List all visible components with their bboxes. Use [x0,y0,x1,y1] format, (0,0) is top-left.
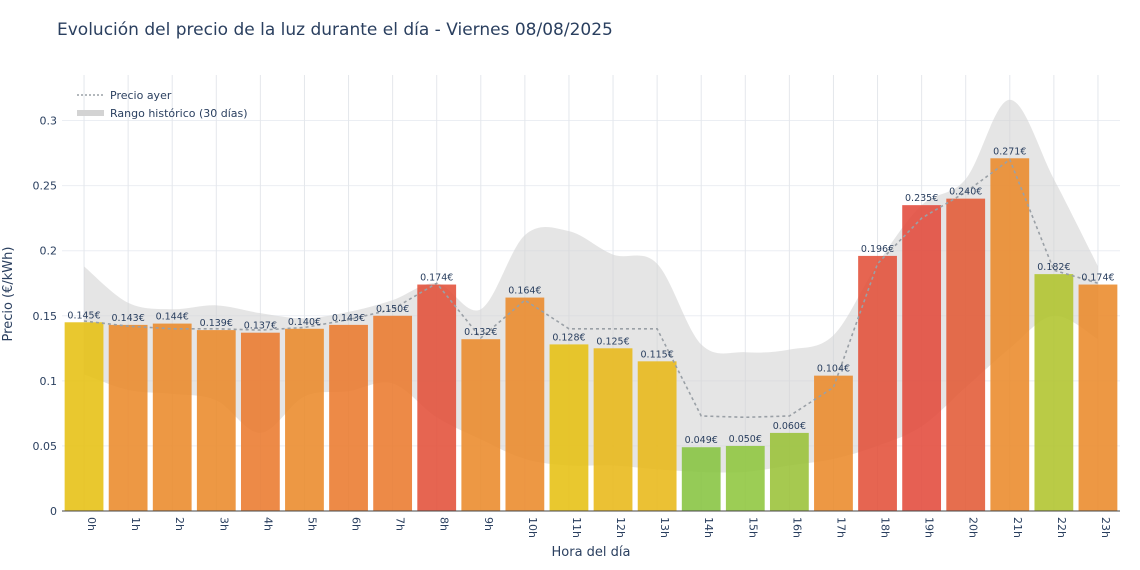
bar-18h[interactable] [858,255,897,511]
legend-yesterday-label: Precio ayer [110,89,172,102]
bar-label-23h: 0.174€ [1081,273,1114,284]
bar-16h[interactable] [769,432,809,511]
bar-2h[interactable] [152,323,192,511]
x-tick-label-17: 17h [834,517,847,538]
yesterday-price-line [83,158,1099,419]
x-tick-label-16: 16h [790,517,803,538]
bar-label-5h: 0.140€ [288,317,321,328]
bar-label-6h: 0.143€ [332,313,365,324]
y-axis: 0 0.05 0.1 0.15 0.2 0.25 0.3 [33,115,1120,518]
bar-label-1h: 0.143€ [112,313,145,324]
bar-17h[interactable] [814,375,853,511]
bar-20h[interactable] [946,198,986,511]
x-tick-label-3: 3h [217,517,230,531]
x-tick-label-0: 0h [85,517,98,531]
x-tick-label-23: 23h [1099,517,1112,538]
x-tick-label-20: 20h [967,517,980,538]
x-tick-label-19: 19h [923,517,936,538]
historical-range-layer [84,99,1098,473]
x-tick-label-5: 5h [305,517,318,531]
bar-12h[interactable] [593,348,633,511]
bar-label-22h: 0.182€ [1037,262,1070,273]
bar-label-17h: 0.104€ [817,364,850,375]
bar-23h[interactable] [1078,284,1118,511]
chart-title: Evolución del precio de la luz durante e… [57,20,613,40]
x-tick-label-21: 21h [1011,517,1024,538]
bar-13h[interactable] [637,361,677,511]
bar-label-10h: 0.164€ [508,286,541,297]
bar-label-11h: 0.128€ [552,332,585,343]
x-tick-label-6: 6h [350,517,363,531]
bar-label-12h: 0.125€ [596,336,629,347]
bar-label-19h: 0.235€ [905,193,938,204]
bar-19h[interactable] [902,205,942,512]
x-tick-label-1: 1h [129,517,142,531]
bar-6h[interactable] [329,324,368,511]
bar-10h[interactable] [505,297,545,511]
yesterday-price-layer [83,158,1099,419]
bar-label-16h: 0.060€ [773,421,806,432]
x-tick-label-11: 11h [570,517,583,538]
x-tick-label-9: 9h [482,517,495,531]
bar-label-7h: 0.150€ [376,304,409,315]
x-tick-label-12: 12h [614,517,627,538]
y-tick-label-5: 0.25 [33,180,58,193]
x-tick-label-13: 13h [658,517,671,538]
bar-label-0h: 0.145€ [67,310,100,321]
bar-0h[interactable] [64,322,104,511]
y-tick-label-4: 0.2 [40,245,58,258]
x-tick-label-7: 7h [394,517,407,531]
bar-label-9h: 0.132€ [464,327,497,338]
bar-8h[interactable] [417,284,457,511]
x-tick-label-15: 15h [746,517,759,538]
bar-1h[interactable] [108,324,148,511]
legend[interactable]: Precio ayer Rango histórico (30 días) [77,89,248,120]
bar-7h[interactable] [373,315,413,511]
bar-label-20h: 0.240€ [949,187,982,198]
bar-label-3h: 0.139€ [200,318,233,329]
bar-label-18h: 0.196€ [861,244,894,255]
bar-15h[interactable] [725,445,765,511]
historical-range-band [84,99,1098,473]
y-axis-title: Precio (€/kWh) [1,247,16,342]
bars-layer [64,158,1118,512]
bar-label-13h: 0.115€ [641,349,674,360]
bar-labels-layer: 0.145€ 0.143€ 0.144€ 0.139€ 0.137€ 0.140€ 0.14… [67,146,1114,446]
x-axis: 0h 1h 2h 3h 4h 5h 6h 7h 8h 9h 10h 11h 12h 13h 14h 15h 16… [85,517,1112,538]
y-tick-label-3: 0.15 [33,310,58,323]
bar-label-2h: 0.144€ [156,312,189,323]
bar-label-8h: 0.174€ [420,273,453,284]
x-tick-label-14: 14h [702,517,715,538]
x-tick-label-2: 2h [173,517,186,531]
x-axis-title: Hora del día [552,545,631,560]
x-tick-label-4: 4h [261,517,274,531]
bar-3h[interactable] [196,330,236,511]
bar-11h[interactable] [549,344,589,511]
bar-22h[interactable] [1034,274,1074,511]
x-tick-label-8: 8h [438,517,451,531]
bar-21h[interactable] [990,158,1030,511]
y-tick-label-1: 0.05 [33,440,58,453]
bar-label-4h: 0.137€ [244,321,277,332]
bar-14h[interactable] [681,447,721,511]
legend-range-label: Rango histórico (30 días) [110,107,248,120]
bar-9h[interactable] [461,339,501,511]
bar-label-14h: 0.049€ [685,435,718,446]
bar-label-15h: 0.050€ [729,434,762,445]
x-tick-label-22: 22h [1055,517,1068,538]
bar-label-21h: 0.271€ [993,146,1026,157]
y-tick-label-6: 0.3 [40,115,58,128]
bar-5h[interactable] [285,328,324,511]
y-tick-label-2: 0.1 [40,375,58,388]
x-tick-label-10: 10h [526,517,539,538]
bar-4h[interactable] [240,332,280,511]
x-tick-label-18: 18h [879,517,892,538]
y-tick-label-0: 0 [50,505,57,518]
